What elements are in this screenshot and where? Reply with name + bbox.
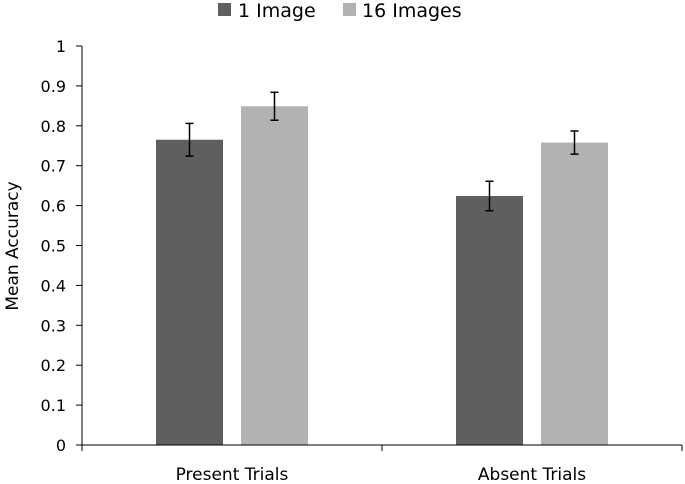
y-tick-label: 0.8 [41,117,66,136]
x-category-label: Absent Trials [478,465,586,484]
x-category-label: Present Trials [176,465,289,484]
y-axis-title: Mean Accuracy [3,181,23,310]
y-tick-label: 0.7 [41,157,66,176]
y-tick-label: 0.6 [41,197,66,216]
y-axis-ticks: 0 0.1 0.2 0.3 0.4 0.5 0.6 0.7 0.8 0.9 1 [41,37,82,455]
bar-series-0 [156,139,223,445]
y-tick-label: 0.5 [41,237,66,256]
y-tick-label: 0.3 [41,316,66,335]
legend: 1 Image 16 Images [218,0,462,22]
bar-series-1 [241,106,308,446]
y-tick-label: 0 [56,436,66,455]
legend-swatch-series-0 [218,3,231,16]
y-tick-label: 0.4 [41,276,66,295]
bar-series-1 [541,142,608,446]
y-tick-label: 0.9 [41,77,66,96]
x-axis-ticks: Present Trials Absent Trials [81,445,683,484]
y-tick-label: 1 [56,37,66,56]
bars [156,106,608,446]
y-tick-label: 0.1 [41,396,66,415]
legend-label-series-0: 1 Image [238,0,316,22]
y-tick-label: 0.2 [41,356,66,375]
bar-series-0 [456,196,523,445]
legend-swatch-series-1 [343,3,356,16]
legend-label-series-1: 16 Images [362,0,462,22]
error-bars [185,91,579,212]
